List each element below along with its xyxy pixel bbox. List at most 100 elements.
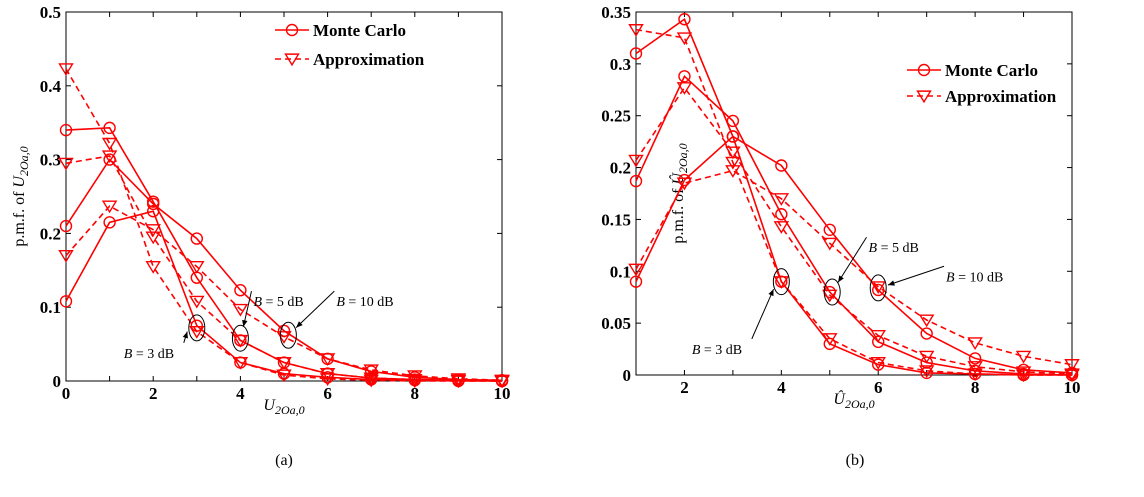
data-point-circle xyxy=(234,284,247,297)
data-point-triangle xyxy=(918,365,935,379)
data-point-circle xyxy=(920,356,933,369)
annotation-arrowhead xyxy=(768,289,774,297)
y-tick-label: 0.25 xyxy=(601,107,631,126)
data-point-triangle xyxy=(773,276,790,289)
data-point-triangle xyxy=(276,369,292,383)
data-point-circle xyxy=(775,159,788,172)
legend-item-approximation: Approximation xyxy=(275,50,425,69)
data-point-triangle xyxy=(918,350,935,364)
y-axis-label-prefix: p.m.f. of xyxy=(670,185,687,244)
annotation-arrow xyxy=(295,290,335,329)
series-line xyxy=(65,210,502,382)
data-point-triangle xyxy=(676,177,693,191)
y-axis-label-main: U xyxy=(11,175,28,188)
data-point-triangle xyxy=(407,373,423,387)
data-point-circle xyxy=(968,352,982,365)
data-point-circle xyxy=(678,13,691,26)
data-point-triangle xyxy=(101,137,118,151)
data-point-triangle xyxy=(676,82,693,95)
data-point-circle xyxy=(823,337,836,351)
data-point-triangle xyxy=(189,325,205,339)
data-point-triangle xyxy=(822,289,838,303)
data-point-circle xyxy=(146,197,160,211)
x-tick-label: 2 xyxy=(149,384,158,403)
data-point-circle xyxy=(629,174,643,188)
annotation-ellipse xyxy=(823,278,841,306)
annotation-label-var: B xyxy=(946,270,955,285)
annotation-arrowhead xyxy=(838,275,844,283)
data-point-triangle xyxy=(319,373,336,386)
x-axis-label: U2Oa,0 xyxy=(263,397,304,417)
y-axis-label: p.m.f. of Û2Oa,0 xyxy=(668,143,690,243)
data-point-triangle xyxy=(1064,359,1080,372)
data-point-circle xyxy=(1017,367,1030,381)
annotation-ellipse xyxy=(772,268,790,296)
annotation-ellipse xyxy=(231,324,249,352)
x-axis-label-main: U xyxy=(263,397,276,414)
annotation-ellipse xyxy=(279,321,297,349)
data-point-triangle xyxy=(319,368,336,381)
x-tick-label: 10 xyxy=(494,384,511,403)
legend-label: Monte Carlo xyxy=(945,61,1038,80)
annotation-label-rest: = 5 dB xyxy=(262,295,304,310)
data-point-triangle xyxy=(918,314,935,328)
legend-item-approximation: Approximation xyxy=(907,87,1057,106)
data-point-circle xyxy=(872,358,885,371)
series-approximation xyxy=(58,63,510,389)
annotation-ellipse xyxy=(188,314,206,342)
series-monte-carlo xyxy=(629,130,1079,380)
annotation-label: B = 3 dB xyxy=(124,347,174,362)
data-point-circle xyxy=(917,63,931,77)
annotation-label-var: B xyxy=(124,347,133,362)
data-point-triangle xyxy=(870,281,886,295)
legend-label: Approximation xyxy=(313,50,425,69)
y-tick-label: 0.3 xyxy=(40,151,61,170)
data-point-circle xyxy=(146,205,160,218)
data-point-triangle xyxy=(363,364,379,378)
data-point-triangle xyxy=(676,32,693,46)
legend-item-monte-carlo: Monte Carlo xyxy=(907,61,1038,80)
x-tick-label: 4 xyxy=(777,378,786,397)
data-point-triangle xyxy=(101,200,118,214)
y-axis-label-sub: 2Oa,0 xyxy=(17,146,31,176)
data-point-triangle xyxy=(773,221,790,234)
annotation-arrowhead xyxy=(182,331,188,339)
annotation-label-rest: = 3 dB xyxy=(132,347,174,362)
series-line xyxy=(635,28,1072,376)
data-point-triangle xyxy=(58,157,74,171)
y-tick-label: 0.35 xyxy=(601,3,631,22)
data-point-circle xyxy=(59,123,73,137)
data-point-triangle xyxy=(822,333,838,346)
annotation-label-rest: = 3 dB xyxy=(700,343,742,358)
subtitle-a: (a) xyxy=(275,452,293,469)
data-point-circle xyxy=(726,130,740,143)
series-line xyxy=(635,74,1073,376)
annotation-arrow xyxy=(751,288,774,340)
x-axis-label: Û2Oa,0 xyxy=(833,389,874,411)
data-point-circle xyxy=(285,23,299,37)
y-tick-label: 0 xyxy=(623,366,632,385)
data-point-triangle xyxy=(1064,368,1080,382)
annotation-label: B = 3 dB xyxy=(692,343,742,358)
data-point-triangle xyxy=(628,24,644,37)
x-axis-label-sub: 2Oa,0 xyxy=(275,403,305,417)
plot-frame xyxy=(635,11,1073,376)
data-point-triangle xyxy=(628,154,644,168)
series-approximation xyxy=(628,165,1080,372)
data-point-circle xyxy=(190,232,204,245)
data-point-triangle xyxy=(232,303,249,317)
data-point-triangle xyxy=(407,370,423,384)
data-point-triangle xyxy=(870,330,886,343)
x-tick-label: 0 xyxy=(62,384,71,403)
annotation-arrow xyxy=(887,265,945,286)
series-approximation xyxy=(628,82,1080,382)
annotation-label-var: B xyxy=(253,295,262,310)
data-point-triangle xyxy=(967,337,983,351)
series-line xyxy=(65,205,503,382)
series-approximation xyxy=(628,24,1080,383)
series-line xyxy=(65,68,502,382)
annotation-label-var: B xyxy=(869,241,878,256)
data-point-triangle xyxy=(145,261,161,274)
data-point-circle xyxy=(629,47,643,60)
